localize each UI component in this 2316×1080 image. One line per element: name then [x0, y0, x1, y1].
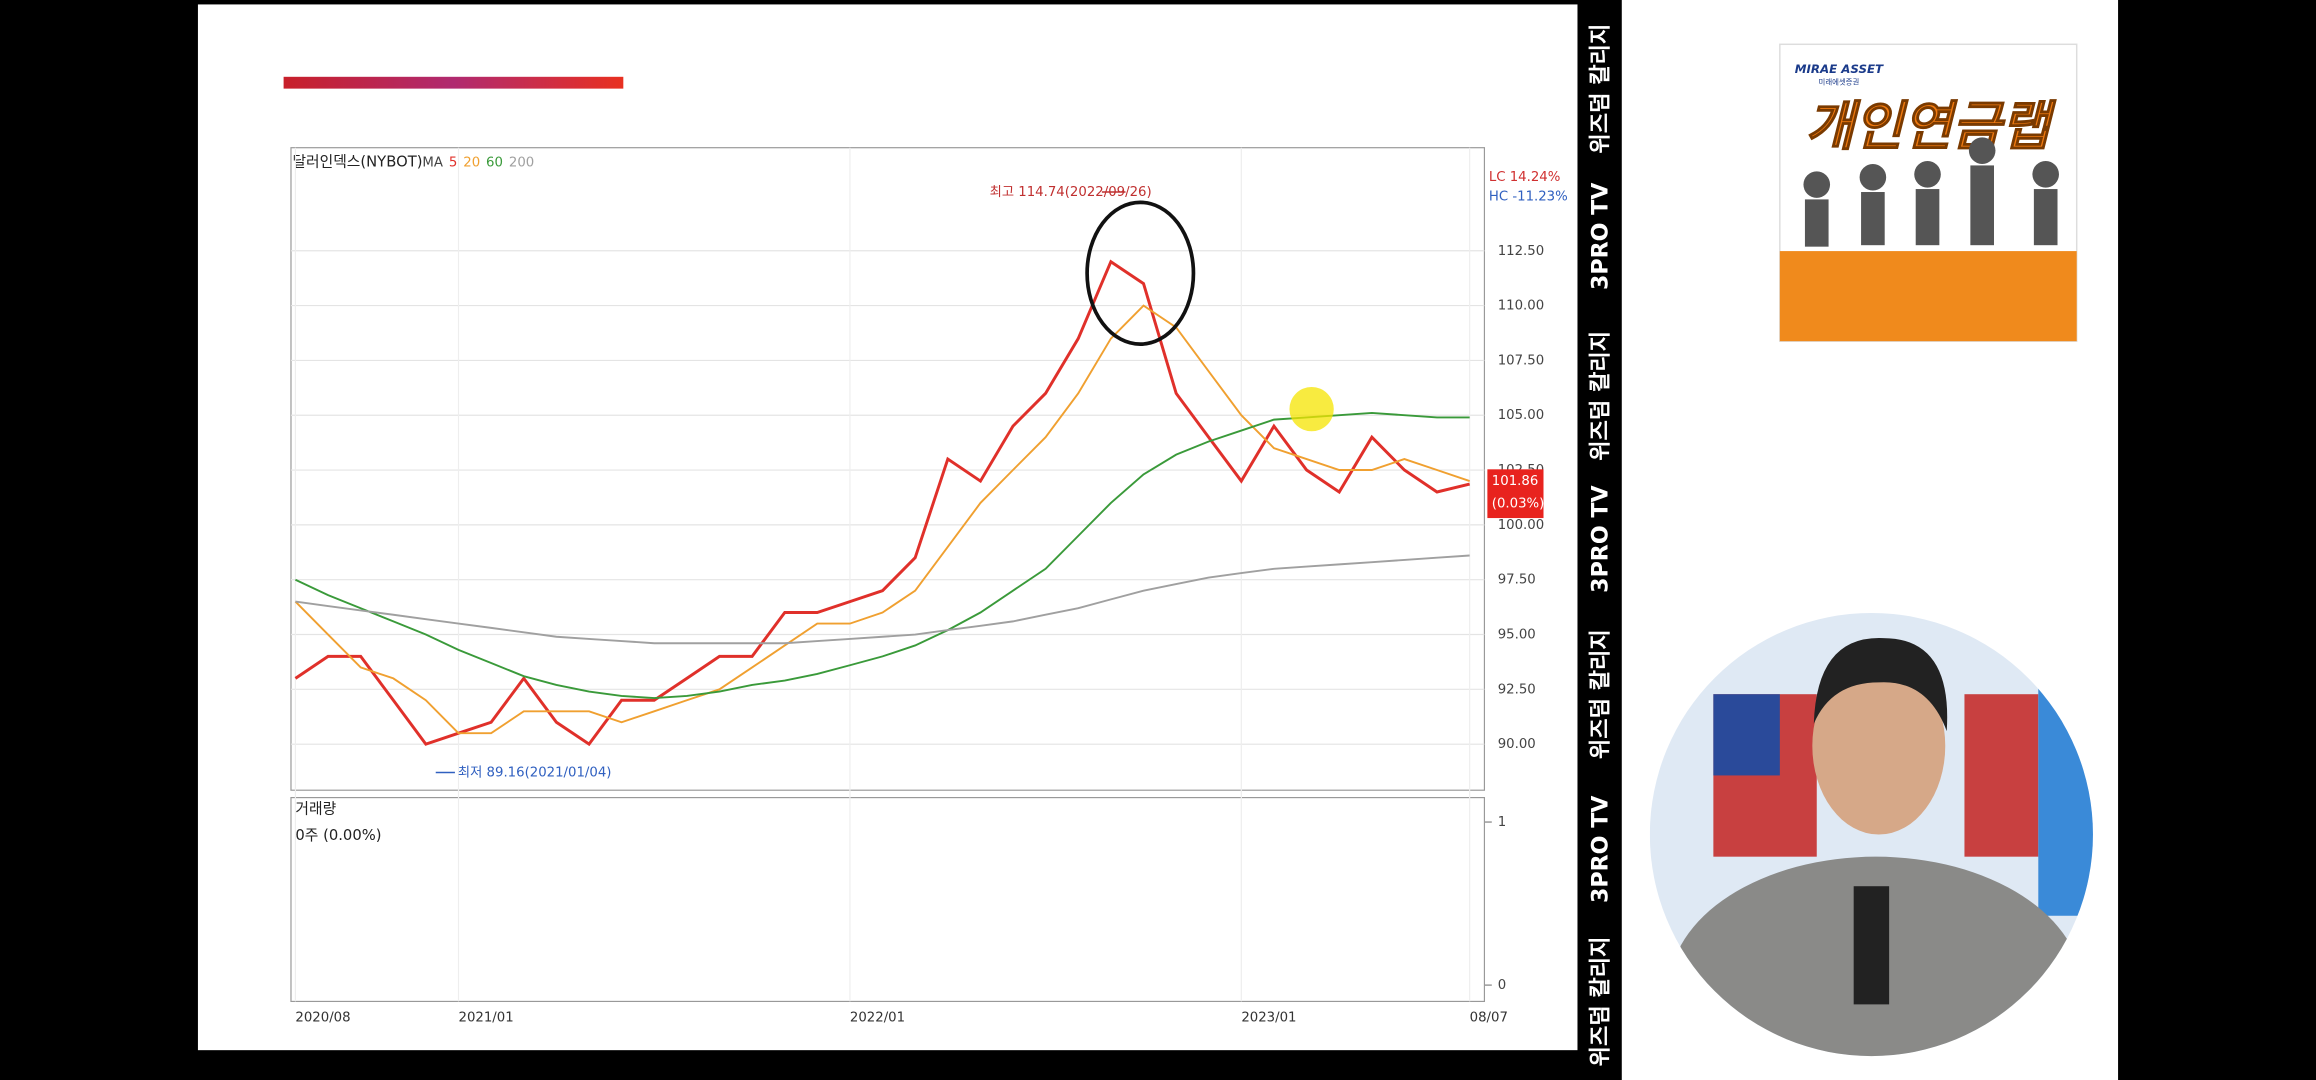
ad-footer: [1779, 251, 2077, 342]
legend-entry: 20: [463, 155, 480, 170]
series-line: [295, 554, 1470, 645]
legend: MA 5 20 60 200: [422, 155, 534, 170]
series-line: [294, 304, 1470, 735]
y-tick-label: 95.00: [1498, 628, 1536, 643]
x-tick-label: 2021/01: [459, 1011, 514, 1026]
legend-entry: 5: [449, 155, 457, 170]
legend-entry: 200: [509, 155, 534, 170]
ad-figures: [1803, 137, 2059, 247]
highlight-circle: [1085, 200, 1196, 346]
sidebar-label: 위즈덤 칼리지: [1588, 629, 1614, 759]
accent-bar: [283, 76, 624, 89]
lc-label: LC 14.24%: [1489, 170, 1561, 185]
webcam: [1649, 612, 2093, 1057]
ad-product: 개인연금랩: [1805, 96, 2057, 158]
y-tick-label: 90.00: [1498, 737, 1536, 752]
y-tick-label: 105.00: [1498, 408, 1544, 423]
x-tick-label: 2020/08: [295, 1011, 350, 1026]
y-tick-label: 110.00: [1498, 299, 1544, 314]
volume-title: 거래량: [295, 800, 336, 817]
ad-brand: MIRAE ASSET: [1795, 62, 1884, 76]
y-tick-label: 107.50: [1498, 353, 1544, 368]
last-change: (0.03%): [1492, 496, 1545, 511]
volume-pane: [290, 797, 1486, 1003]
sidebar-label: 위즈덤 칼리지: [1588, 331, 1614, 461]
series-line: [294, 259, 1471, 747]
cursor-highlight: [1289, 386, 1334, 432]
volume-tick-label: 1: [1498, 815, 1506, 830]
sidebar-label: 3PRO TV: [1588, 485, 1614, 593]
y-tick-label: 92.50: [1498, 682, 1536, 697]
price-pane: [290, 147, 1486, 791]
sidebar-label: 위즈덤 칼리지: [1588, 24, 1614, 154]
sidebar-label: 3PRO TV: [1588, 182, 1614, 290]
sidebar-label: 위즈덤 칼리지: [1588, 936, 1614, 1066]
volume-tick-label: 0: [1498, 978, 1506, 993]
chart: 달러인덱스(NYBOT) LC 14.24% HC -11.23% 거래량 0주…: [290, 147, 1568, 1026]
legend-label: MA: [422, 155, 443, 170]
volume-value: 0주 (0.00%): [295, 827, 381, 844]
series-line: [295, 412, 1470, 700]
sidebar-label: 3PRO TV: [1588, 795, 1614, 903]
y-tick-label: 97.50: [1498, 573, 1536, 588]
hc-label: HC -11.23%: [1489, 189, 1568, 204]
high-annotation: 최고 114.74(2022/09/26): [990, 184, 1152, 200]
last-price-box: [1487, 469, 1544, 519]
slide: [197, 4, 1578, 1051]
y-tick-label: 112.50: [1498, 244, 1544, 259]
x-tick-label: 2023/01: [1241, 1011, 1296, 1026]
ad-company: 미래에셋증권: [1819, 78, 1860, 87]
low-annotation: 최저 89.16(2021/01/04): [458, 764, 612, 780]
y-tick-label: 100.00: [1498, 518, 1544, 533]
chart-title: 달러인덱스(NYBOT): [292, 153, 422, 170]
ad: MIRAE ASSET 미래에셋증권 개인연금랩: [1779, 43, 2078, 342]
last-price: 101.86: [1492, 474, 1538, 489]
legend-entry: 60: [486, 155, 503, 170]
x-tick-label: 08/07: [1470, 1011, 1508, 1026]
x-tick-label: 2022/01: [850, 1011, 905, 1026]
